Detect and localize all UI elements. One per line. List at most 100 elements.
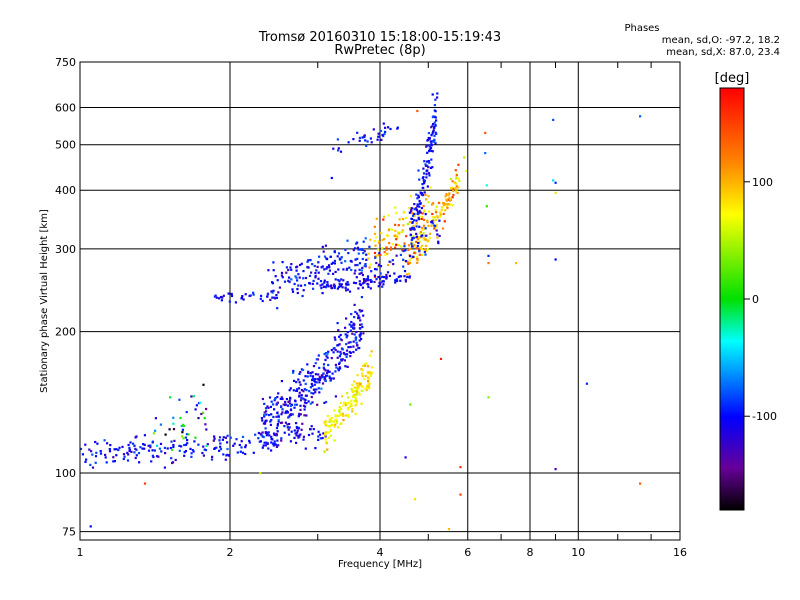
data-point [266, 442, 269, 446]
data-point [241, 435, 245, 438]
data-point [304, 375, 307, 378]
data-point [268, 396, 272, 399]
data-point [415, 232, 418, 235]
data-point [294, 400, 297, 403]
data-point [415, 247, 418, 250]
data-point [159, 423, 162, 426]
data-point [325, 440, 328, 443]
data-point [428, 232, 432, 235]
data-point [359, 383, 362, 386]
data-point [323, 281, 326, 284]
data-point [418, 232, 421, 235]
data-point [280, 271, 284, 274]
data-point [222, 436, 225, 439]
data-point [178, 398, 181, 401]
data-point [303, 401, 307, 404]
data-point [330, 176, 333, 180]
data-point [428, 150, 431, 153]
data-point [336, 344, 339, 347]
data-point [219, 295, 223, 299]
data-point [485, 205, 488, 208]
data-point [337, 285, 341, 289]
data-point [639, 482, 642, 485]
data-point [387, 229, 390, 232]
data-point [353, 395, 356, 398]
data-point [143, 447, 146, 450]
data-point [346, 239, 349, 242]
data-point [281, 276, 284, 279]
data-point [301, 422, 304, 425]
data-point [369, 374, 372, 377]
data-point [362, 332, 365, 335]
data-point [151, 454, 154, 457]
data-point [218, 436, 222, 439]
data-point [205, 407, 208, 411]
data-point [382, 283, 385, 286]
data-point [286, 426, 289, 429]
data-point [347, 414, 350, 417]
data-point [366, 277, 370, 280]
data-point [350, 320, 353, 324]
grid-lines [80, 62, 680, 540]
data-point [218, 449, 221, 452]
data-point [334, 363, 337, 366]
data-point [337, 369, 340, 372]
data-point [429, 186, 432, 189]
data-point [440, 209, 443, 212]
data-point [361, 309, 364, 312]
data-point [150, 460, 153, 463]
data-point [179, 416, 182, 420]
data-point [418, 199, 421, 203]
data-point [364, 279, 368, 282]
data-point [436, 214, 439, 217]
data-point [412, 242, 415, 245]
data-point [169, 446, 172, 450]
data-point [252, 291, 255, 294]
data-point [164, 452, 167, 455]
data-point [402, 258, 405, 261]
data-point [387, 126, 390, 129]
data-point [332, 377, 335, 380]
data-point [376, 138, 379, 141]
data-point [356, 374, 359, 377]
data-point [200, 412, 203, 416]
data-point [425, 170, 428, 173]
data-point [377, 285, 380, 288]
data-point [269, 423, 272, 426]
data-point [288, 433, 291, 436]
data-point [328, 420, 331, 423]
data-point [343, 401, 346, 404]
data-point [324, 423, 327, 426]
data-point [353, 386, 356, 389]
data-point [264, 444, 267, 447]
data-point [184, 443, 188, 446]
y-tick-label: 75 [62, 526, 76, 539]
data-point [330, 286, 333, 290]
data-point [431, 132, 434, 135]
data-point [446, 205, 449, 208]
data-point [394, 246, 397, 249]
data-point [339, 401, 342, 404]
data-point [304, 398, 307, 402]
data-point [275, 294, 278, 297]
data-point [360, 402, 363, 405]
data-point [373, 274, 376, 277]
data-point [126, 451, 129, 454]
data-point [377, 132, 380, 135]
data-point [332, 347, 335, 350]
data-point [127, 443, 130, 447]
data-point [221, 296, 224, 299]
data-point [264, 421, 267, 424]
data-point [434, 131, 437, 134]
data-point [197, 443, 200, 446]
data-point [355, 348, 358, 351]
data-point [312, 392, 315, 395]
data-point [358, 262, 362, 265]
data-point [270, 435, 273, 438]
data-point [381, 285, 384, 288]
data-point [365, 362, 368, 365]
data-point [316, 358, 320, 361]
data-point [224, 458, 227, 461]
data-point [277, 444, 280, 447]
data-point [410, 242, 413, 245]
